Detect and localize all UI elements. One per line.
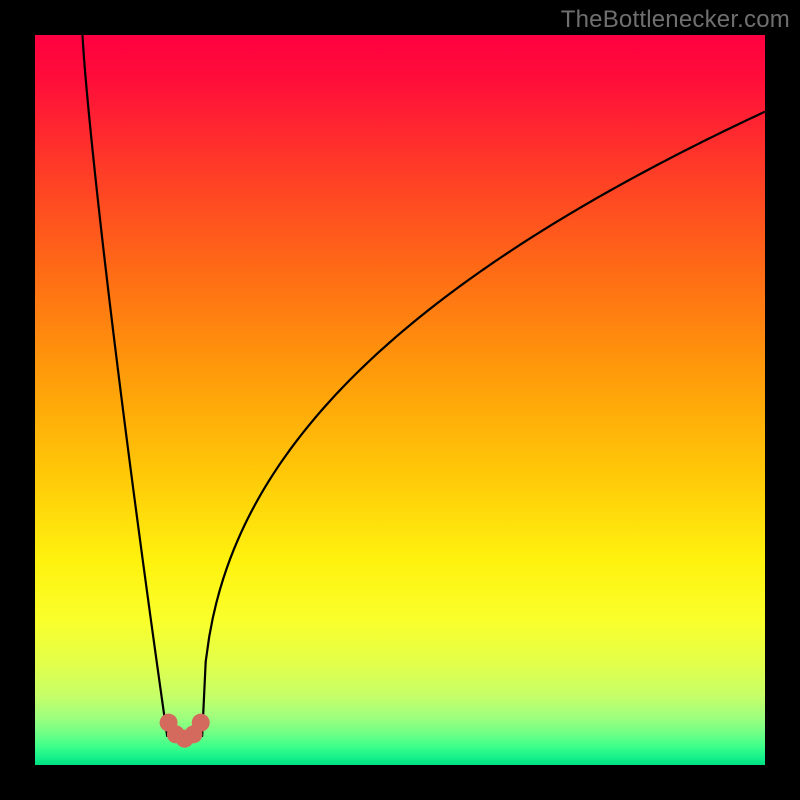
minimum-marker [192,714,210,732]
plot-area [35,35,765,765]
watermark-text: TheBottlenecker.com [561,6,790,34]
chart-stage: TheBottlenecker.com [0,0,800,800]
bottleneck-curve [82,35,765,740]
curve-layer [35,35,765,765]
marker-group [160,714,210,748]
